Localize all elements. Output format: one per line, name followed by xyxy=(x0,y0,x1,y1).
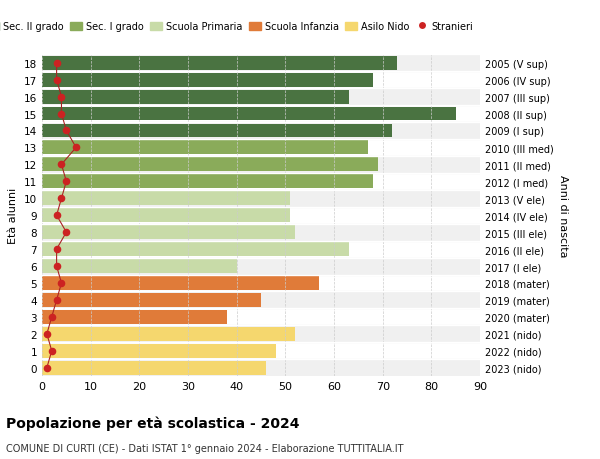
Point xyxy=(56,111,66,118)
Bar xyxy=(42,361,266,375)
Bar xyxy=(42,293,261,307)
Point xyxy=(52,263,61,270)
Bar xyxy=(42,226,295,240)
Point xyxy=(52,212,61,219)
Point xyxy=(52,60,61,67)
Point xyxy=(42,364,52,372)
Bar xyxy=(42,107,455,121)
Bar xyxy=(42,90,349,104)
Bar xyxy=(42,123,480,140)
Bar xyxy=(42,310,227,324)
Point xyxy=(47,313,56,321)
Bar xyxy=(42,224,480,241)
Text: COMUNE DI CURTI (CE) - Dati ISTAT 1° gennaio 2024 - Elaborazione TUTTITALIA.IT: COMUNE DI CURTI (CE) - Dati ISTAT 1° gen… xyxy=(6,443,404,453)
Point xyxy=(56,280,66,287)
Point xyxy=(52,77,61,84)
Legend: Sec. II grado, Sec. I grado, Scuola Primaria, Scuola Infanzia, Asilo Nido, Stran: Sec. II grado, Sec. I grado, Scuola Prim… xyxy=(0,18,478,36)
Bar xyxy=(42,276,319,290)
Bar xyxy=(42,259,236,274)
Point xyxy=(47,347,56,355)
Bar xyxy=(42,243,349,257)
Bar xyxy=(42,56,397,71)
Point xyxy=(52,297,61,304)
Point xyxy=(56,195,66,202)
Y-axis label: Età alunni: Età alunni xyxy=(8,188,19,244)
Text: Popolazione per età scolastica - 2024: Popolazione per età scolastica - 2024 xyxy=(6,415,299,430)
Bar xyxy=(42,190,480,207)
Bar xyxy=(42,192,290,206)
Bar xyxy=(42,292,480,309)
Bar xyxy=(42,141,368,155)
Point xyxy=(42,330,52,338)
Bar xyxy=(42,359,480,376)
Point xyxy=(62,128,71,135)
Bar xyxy=(42,209,290,223)
Point xyxy=(62,229,71,236)
Point xyxy=(52,246,61,253)
Bar xyxy=(42,124,392,138)
Bar xyxy=(42,73,373,87)
Bar xyxy=(42,158,378,172)
Point xyxy=(56,161,66,168)
Point xyxy=(56,94,66,101)
Point xyxy=(71,145,81,152)
Bar xyxy=(42,344,275,358)
Bar xyxy=(42,175,373,189)
Bar xyxy=(42,327,295,341)
Bar xyxy=(42,258,480,275)
Bar xyxy=(42,89,480,106)
Bar xyxy=(42,55,480,72)
Y-axis label: Anni di nascita: Anni di nascita xyxy=(557,174,568,257)
Bar xyxy=(42,325,480,342)
Bar xyxy=(42,157,480,174)
Point xyxy=(62,178,71,185)
